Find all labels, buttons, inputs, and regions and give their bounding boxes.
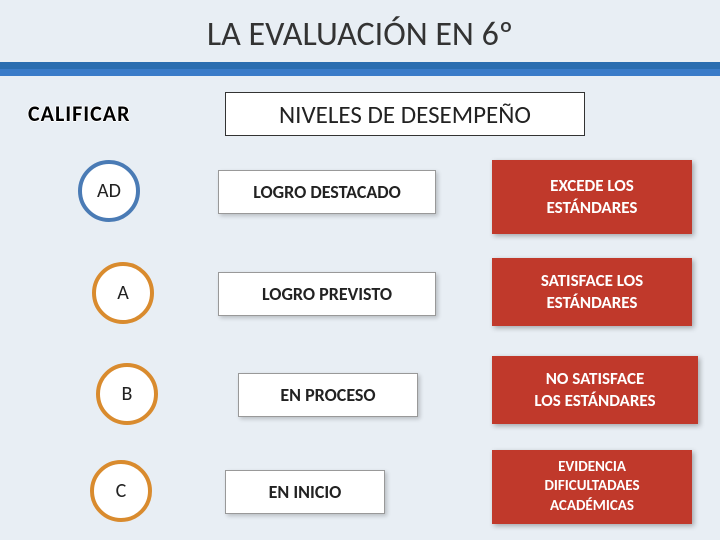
desc-line: EVIDENCIA (558, 458, 626, 478)
level-box-previsto: LOGRO PREVISTO (218, 272, 436, 316)
desc-line: NO SATISFACE (546, 368, 645, 390)
grade-circle-c: C (90, 460, 152, 522)
level-box-destacado: LOGRO DESTACADO (218, 170, 436, 214)
grade-label: A (117, 281, 129, 305)
page-title: LA EVALUACIÓN EN 6º (207, 14, 513, 55)
grade-circle-b: B (96, 363, 158, 425)
desc-line: ESTÁNDARES (547, 292, 638, 314)
level-box-inicio: EN INICIO (225, 470, 385, 514)
desc-line: ACADÉMICAS (550, 497, 634, 517)
grade-label: B (122, 382, 133, 406)
desc-line: SATISFACE LOS (541, 270, 643, 292)
level-label: EN INICIO (269, 481, 342, 503)
desc-box-satisface: SATISFACE LOS ESTÁNDARES (492, 258, 692, 326)
calificar-label: CALIFICAR (28, 100, 130, 127)
grade-circle-a: A (92, 262, 154, 324)
level-box-proceso: EN PROCESO (238, 373, 418, 417)
desc-line: EXCEDE LOS (550, 175, 634, 197)
title-underline (0, 62, 720, 76)
subtitle-box: NIVELES DE DESEMPEÑO (225, 92, 585, 136)
desc-line: DIFICULTADAES (544, 477, 639, 497)
level-label: EN PROCESO (280, 384, 375, 406)
desc-box-nosatisface: NO SATISFACE LOS ESTÁNDARES (492, 356, 698, 424)
desc-box-evidencia: EVIDENCIA DIFICULTADAES ACADÉMICAS (492, 450, 692, 524)
title-bar: LA EVALUACIÓN EN 6º (0, 0, 720, 68)
grade-circle-ad: AD (78, 160, 140, 222)
subtitle-text: NIVELES DE DESEMPEÑO (279, 99, 531, 130)
grade-label: C (116, 479, 127, 503)
level-label: LOGRO PREVISTO (262, 283, 392, 305)
desc-box-excede: EXCEDE LOS ESTÁNDARES (492, 160, 692, 234)
desc-line: ESTÁNDARES (547, 197, 638, 219)
desc-line: LOS ESTÁNDARES (534, 390, 655, 412)
grade-label: AD (97, 179, 121, 203)
level-label: LOGRO DESTACADO (253, 181, 401, 203)
